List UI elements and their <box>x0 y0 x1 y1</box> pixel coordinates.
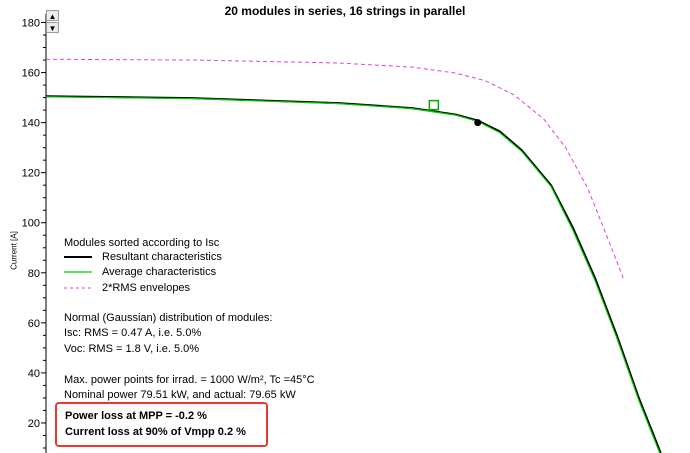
y-axis: 20 40 60 80 100 120 140 160 180 <box>22 14 47 453</box>
chart-title: 20 modules in series, 16 strings in para… <box>224 4 466 18</box>
legend-label-average: Average characteristics <box>102 266 217 278</box>
voc-rms-line: Voc: RMS = 1.8 V, i.e. 5.0% <box>64 343 200 355</box>
y-tick-label: 80 <box>28 268 40 280</box>
mpp-irradiance-line: Max. power points for irrad. = 1000 W/m²… <box>64 374 315 386</box>
series-line-average <box>45 96 661 453</box>
distribution-title: Normal (Gaussian) distribution of module… <box>64 312 273 324</box>
y-tick-label: 20 <box>28 418 40 430</box>
legend-label-envelopes: 2*RMS envelopes <box>102 282 191 294</box>
spin-down-button[interactable]: ▼ <box>46 22 59 33</box>
y-tick-label: 100 <box>22 218 40 230</box>
vmpp-90-marker <box>428 99 440 111</box>
loss-highlight-box: Power loss at MPP = -0.2 % Current loss … <box>55 402 268 447</box>
y-tick-label: 140 <box>22 118 40 130</box>
chart-series <box>45 58 662 453</box>
y-tick-label: 60 <box>28 318 40 330</box>
isc-rms-line: Isc: RMS = 0.47 A, i.e. 5.0% <box>64 327 202 339</box>
y-tick-label: 40 <box>28 368 40 380</box>
legend-swatches <box>64 256 92 289</box>
nominal-power-line: Nominal power 79.51 kW, and actual: 79.6… <box>64 389 296 401</box>
current-loss-text: Current loss at 90% of Vmpp 0.2 % <box>65 426 246 438</box>
y-tick-label: 180 <box>22 18 40 30</box>
y-tick-label: 120 <box>22 168 40 180</box>
y-tick-label: 160 <box>22 68 40 80</box>
spin-up-button[interactable]: ▲ <box>46 10 59 21</box>
y-axis-label: Current [A] <box>9 231 19 270</box>
chart-markers <box>428 99 482 127</box>
legend-label-resultant: Resultant characteristics <box>102 251 222 263</box>
mpp-point-marker <box>474 119 482 127</box>
sort-title: Modules sorted according to Isc <box>64 237 220 249</box>
power-loss-text: Power loss at MPP = -0.2 % <box>65 410 207 422</box>
series-line-envelope <box>45 58 625 281</box>
